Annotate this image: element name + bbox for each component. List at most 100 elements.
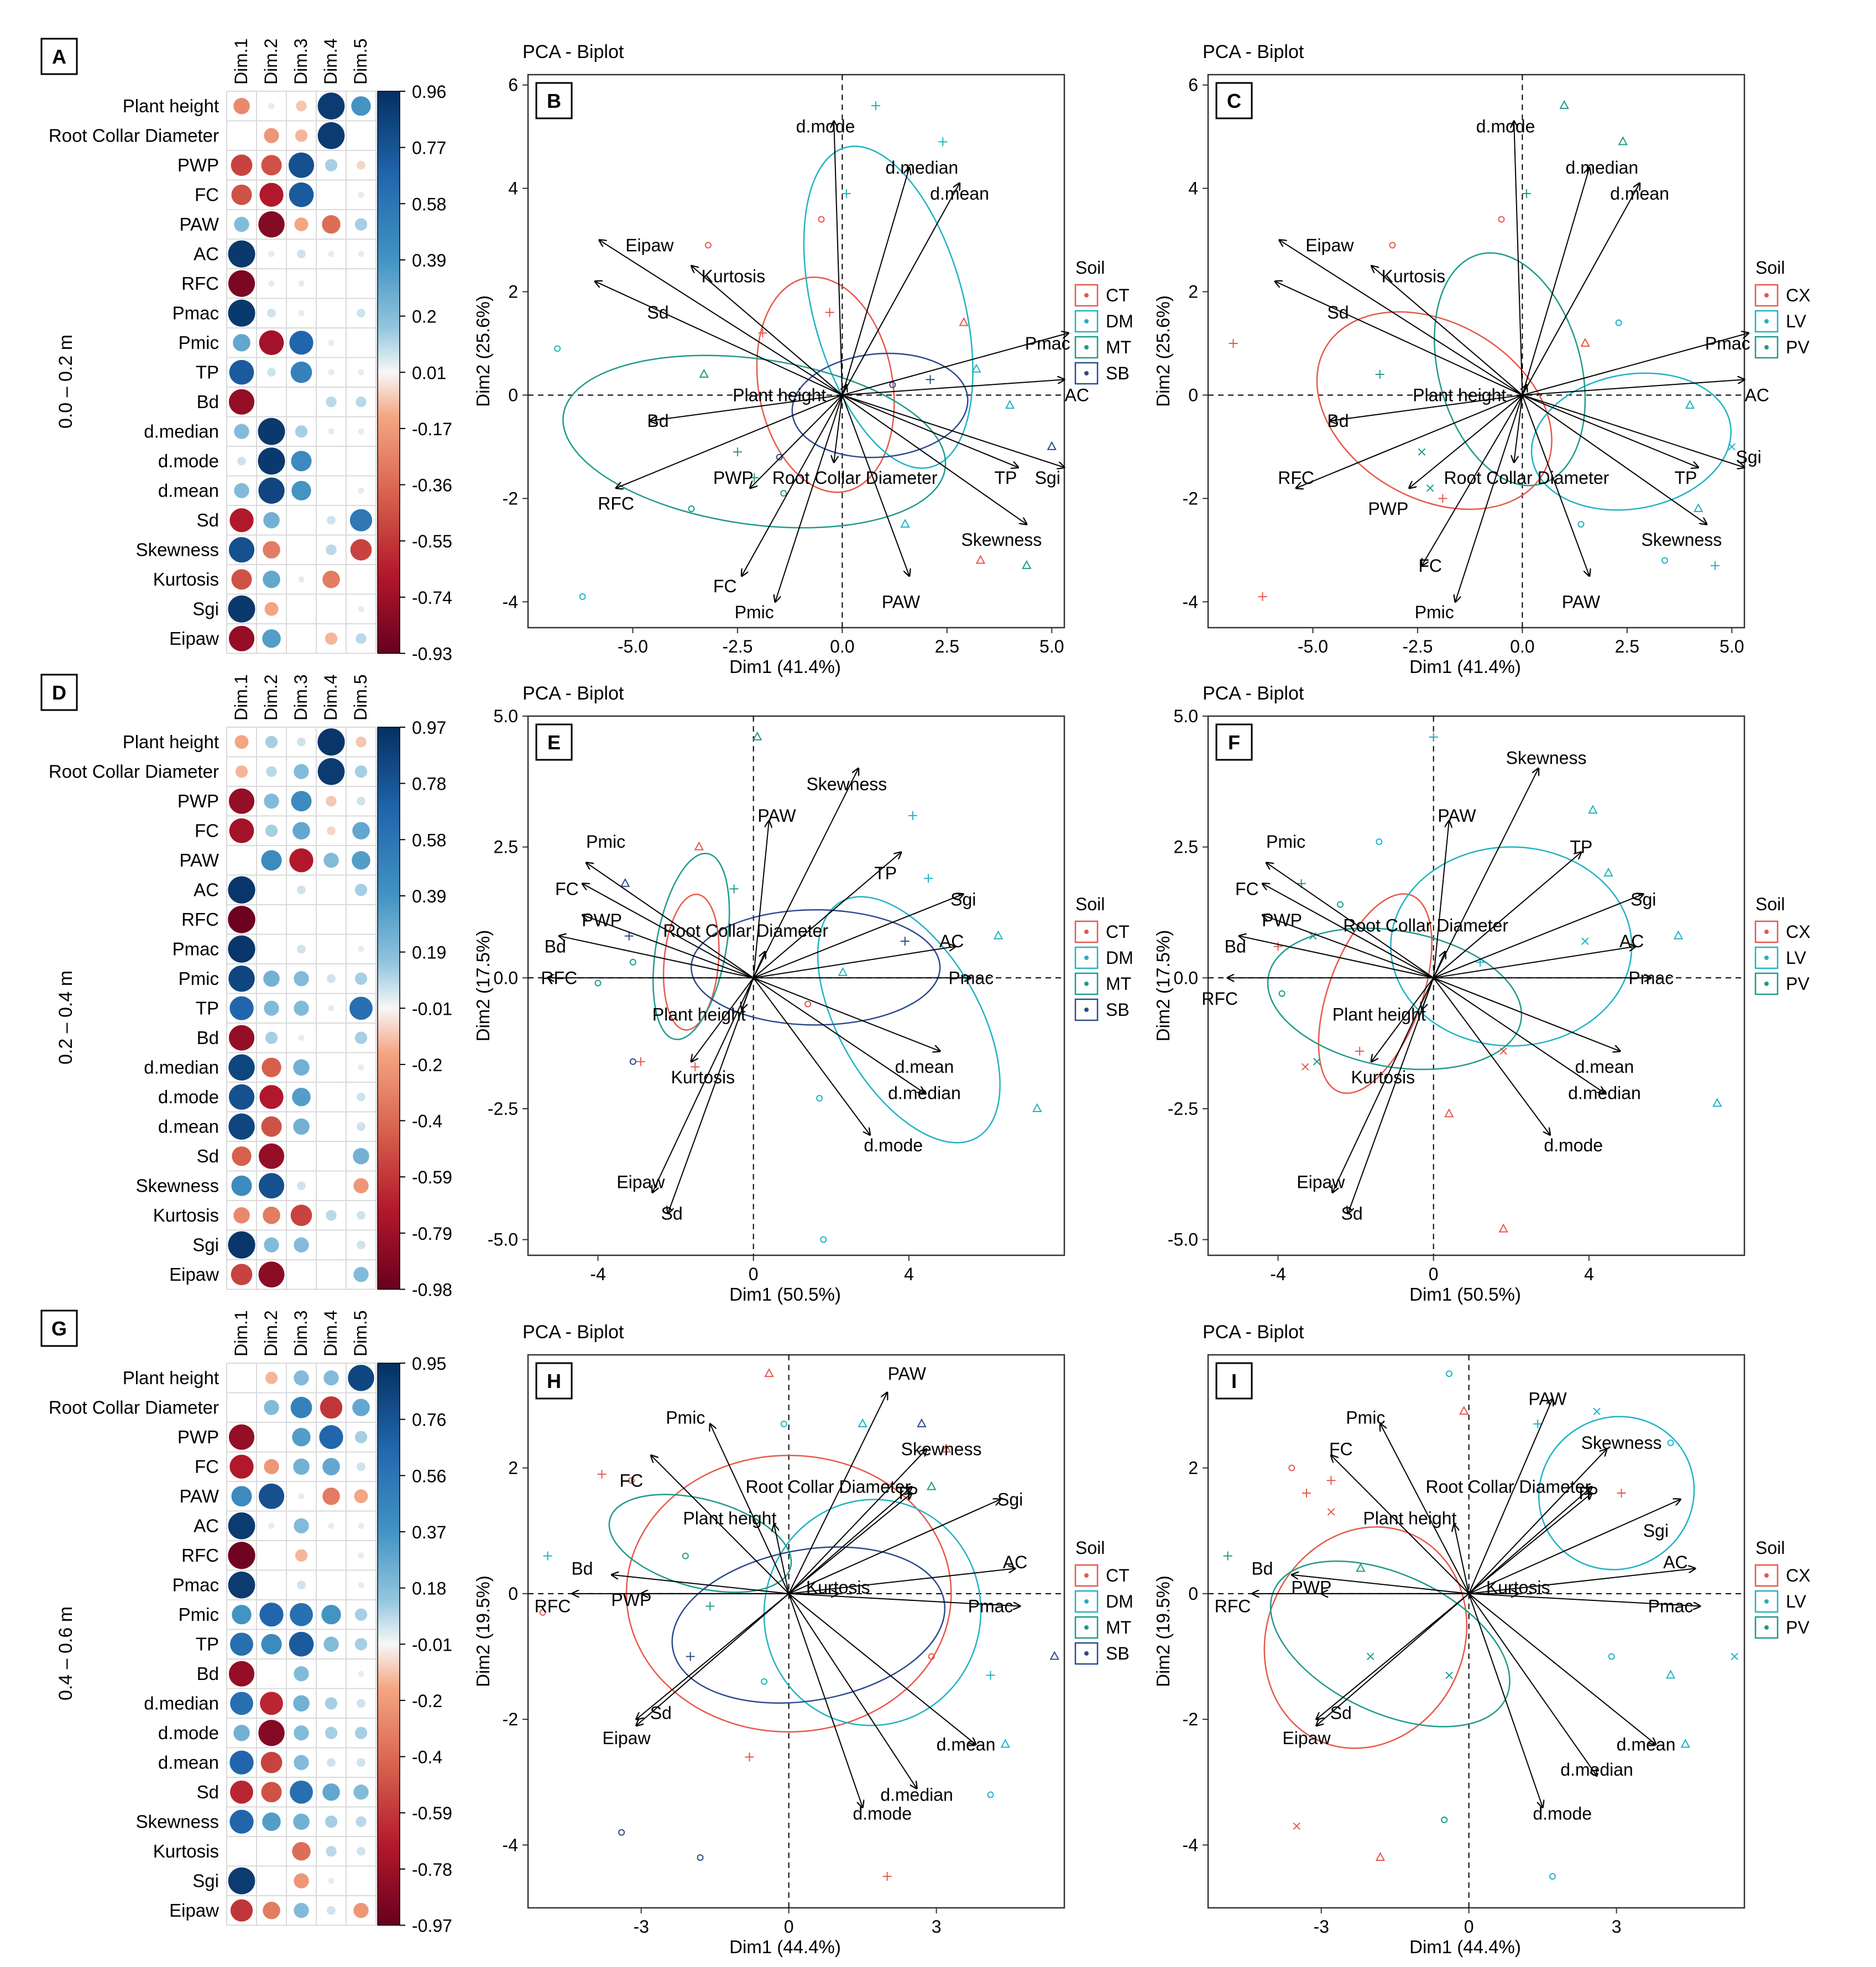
correlation-circle [228,876,255,904]
score-point [691,1062,700,1072]
score-point [820,1236,827,1243]
loading-label: TP [994,468,1017,488]
correlation-circle [358,428,364,435]
dim-header: Dim.4 [321,674,341,721]
correlation-circle [228,1424,255,1450]
score-point [927,1481,937,1490]
loading-arrow [834,395,843,462]
score-point [938,137,948,147]
loading-arrow [753,952,765,978]
loading-label: Root Collar Diameter [772,468,938,488]
score-point [733,447,742,457]
variable-label: Plant height [123,732,219,752]
variable-label: PWP [177,1427,219,1447]
legend-label: PV [1786,1618,1810,1637]
dim-header: Dim.3 [291,38,311,85]
y-tick-label: -4 [1183,1835,1198,1855]
panel-letter: D [52,681,66,704]
corrplot-d: D 0.2 – 0.4 m Dim.1 Dim.2 Dim.3 Dim.4 Dim.5 Pla… [40,674,452,1300]
loading-label: AC [939,931,964,951]
loading-label: Plant height [652,1005,746,1025]
loading-label: Pmic [586,832,625,852]
score-point [1336,901,1344,908]
loading-label: Eipaw [1282,1728,1331,1748]
correlation-circle [357,1462,365,1472]
variable-label: d.median [144,421,219,441]
group-ellipse [817,896,1001,1144]
correlation-circle [325,1726,338,1739]
correlation-circle [235,765,248,778]
score-point [1022,560,1032,569]
score-point [1355,1046,1365,1056]
loading-arrow [582,915,754,979]
loading-label: Root Collar Diameter [745,1477,911,1497]
correlation-circle [354,1489,368,1504]
loading-label: FC [620,1470,644,1490]
legend-key-dot [1084,345,1089,349]
correlation-circle [228,1571,255,1599]
score-point [1444,1108,1454,1118]
loading-label: AC [1003,1552,1027,1572]
score-point [804,1000,812,1008]
loading-label: Bd [545,937,566,957]
correlation-circle [327,826,336,836]
loading-label: Sgi [950,889,976,909]
variable-label: PAW [180,1486,220,1506]
correlation-circle [327,1758,336,1767]
y-tick-label: 4 [508,179,518,199]
score-point [818,216,825,223]
score-point [1005,400,1015,409]
loading-arrow [1522,385,1527,395]
loading-arrow [1433,977,1620,1051]
loading-label: d.mean [1617,1735,1676,1755]
loading-label: d.median [1560,1760,1633,1780]
correlation-circle [291,791,312,812]
colorbar-label: 0.56 [412,1466,446,1486]
correlation-circle [292,1841,311,1861]
variable-label: Pmac [173,1574,219,1595]
score-point [900,518,910,528]
loading-arrow [753,947,956,979]
score-point [882,1872,892,1881]
y-axis-label: Dim2 (25.6%) [473,295,493,407]
x-tick-label: 0 [1464,1917,1474,1937]
score-point [889,381,896,388]
group-ellipse [1538,1416,1695,1571]
loading-label: PAW [1528,1389,1567,1409]
score-point [1580,337,1590,347]
correlation-circle [348,1365,374,1391]
score-point [975,555,986,564]
score-point [1438,494,1448,503]
score-point [636,1057,645,1066]
correlation-circle [263,970,280,987]
loading-label: RFC [541,968,577,988]
variable-label: Eipaw [169,1900,219,1921]
correlation-circle [298,1035,305,1041]
variable-label: d.mean [158,1116,219,1136]
loading-arrow [788,1449,927,1594]
score-point [959,317,969,326]
legend-label: CT [1106,285,1130,305]
variable-label: Sgi [192,1234,219,1255]
colorbar-label: 0.18 [412,1579,446,1599]
score-point [686,1652,695,1661]
correlation-circle [289,848,313,873]
x-axis-label: Dim1 (44.4%) [729,1937,841,1957]
legend-label: CX [1786,922,1810,942]
score-point [758,328,767,338]
plot-frame [527,715,1065,1256]
correlation-circle [356,633,367,644]
loading-label: Root Collar Diameter [1343,916,1508,936]
loading-label: Sgi [1736,447,1761,467]
loading-arrow [1522,394,1698,467]
variable-label: Sgi [192,598,219,619]
legend-label: LV [1786,311,1806,331]
correlation-circle [262,1812,281,1832]
correlation-circle [327,974,336,983]
colorbar-label: 0.76 [412,1410,446,1430]
loading-label: RFC [598,494,634,514]
variable-label: d.mode [158,451,219,471]
loading-arrow [1433,952,1445,978]
loading-label: Skewness [961,530,1042,550]
loading-arrow [788,1568,1015,1594]
